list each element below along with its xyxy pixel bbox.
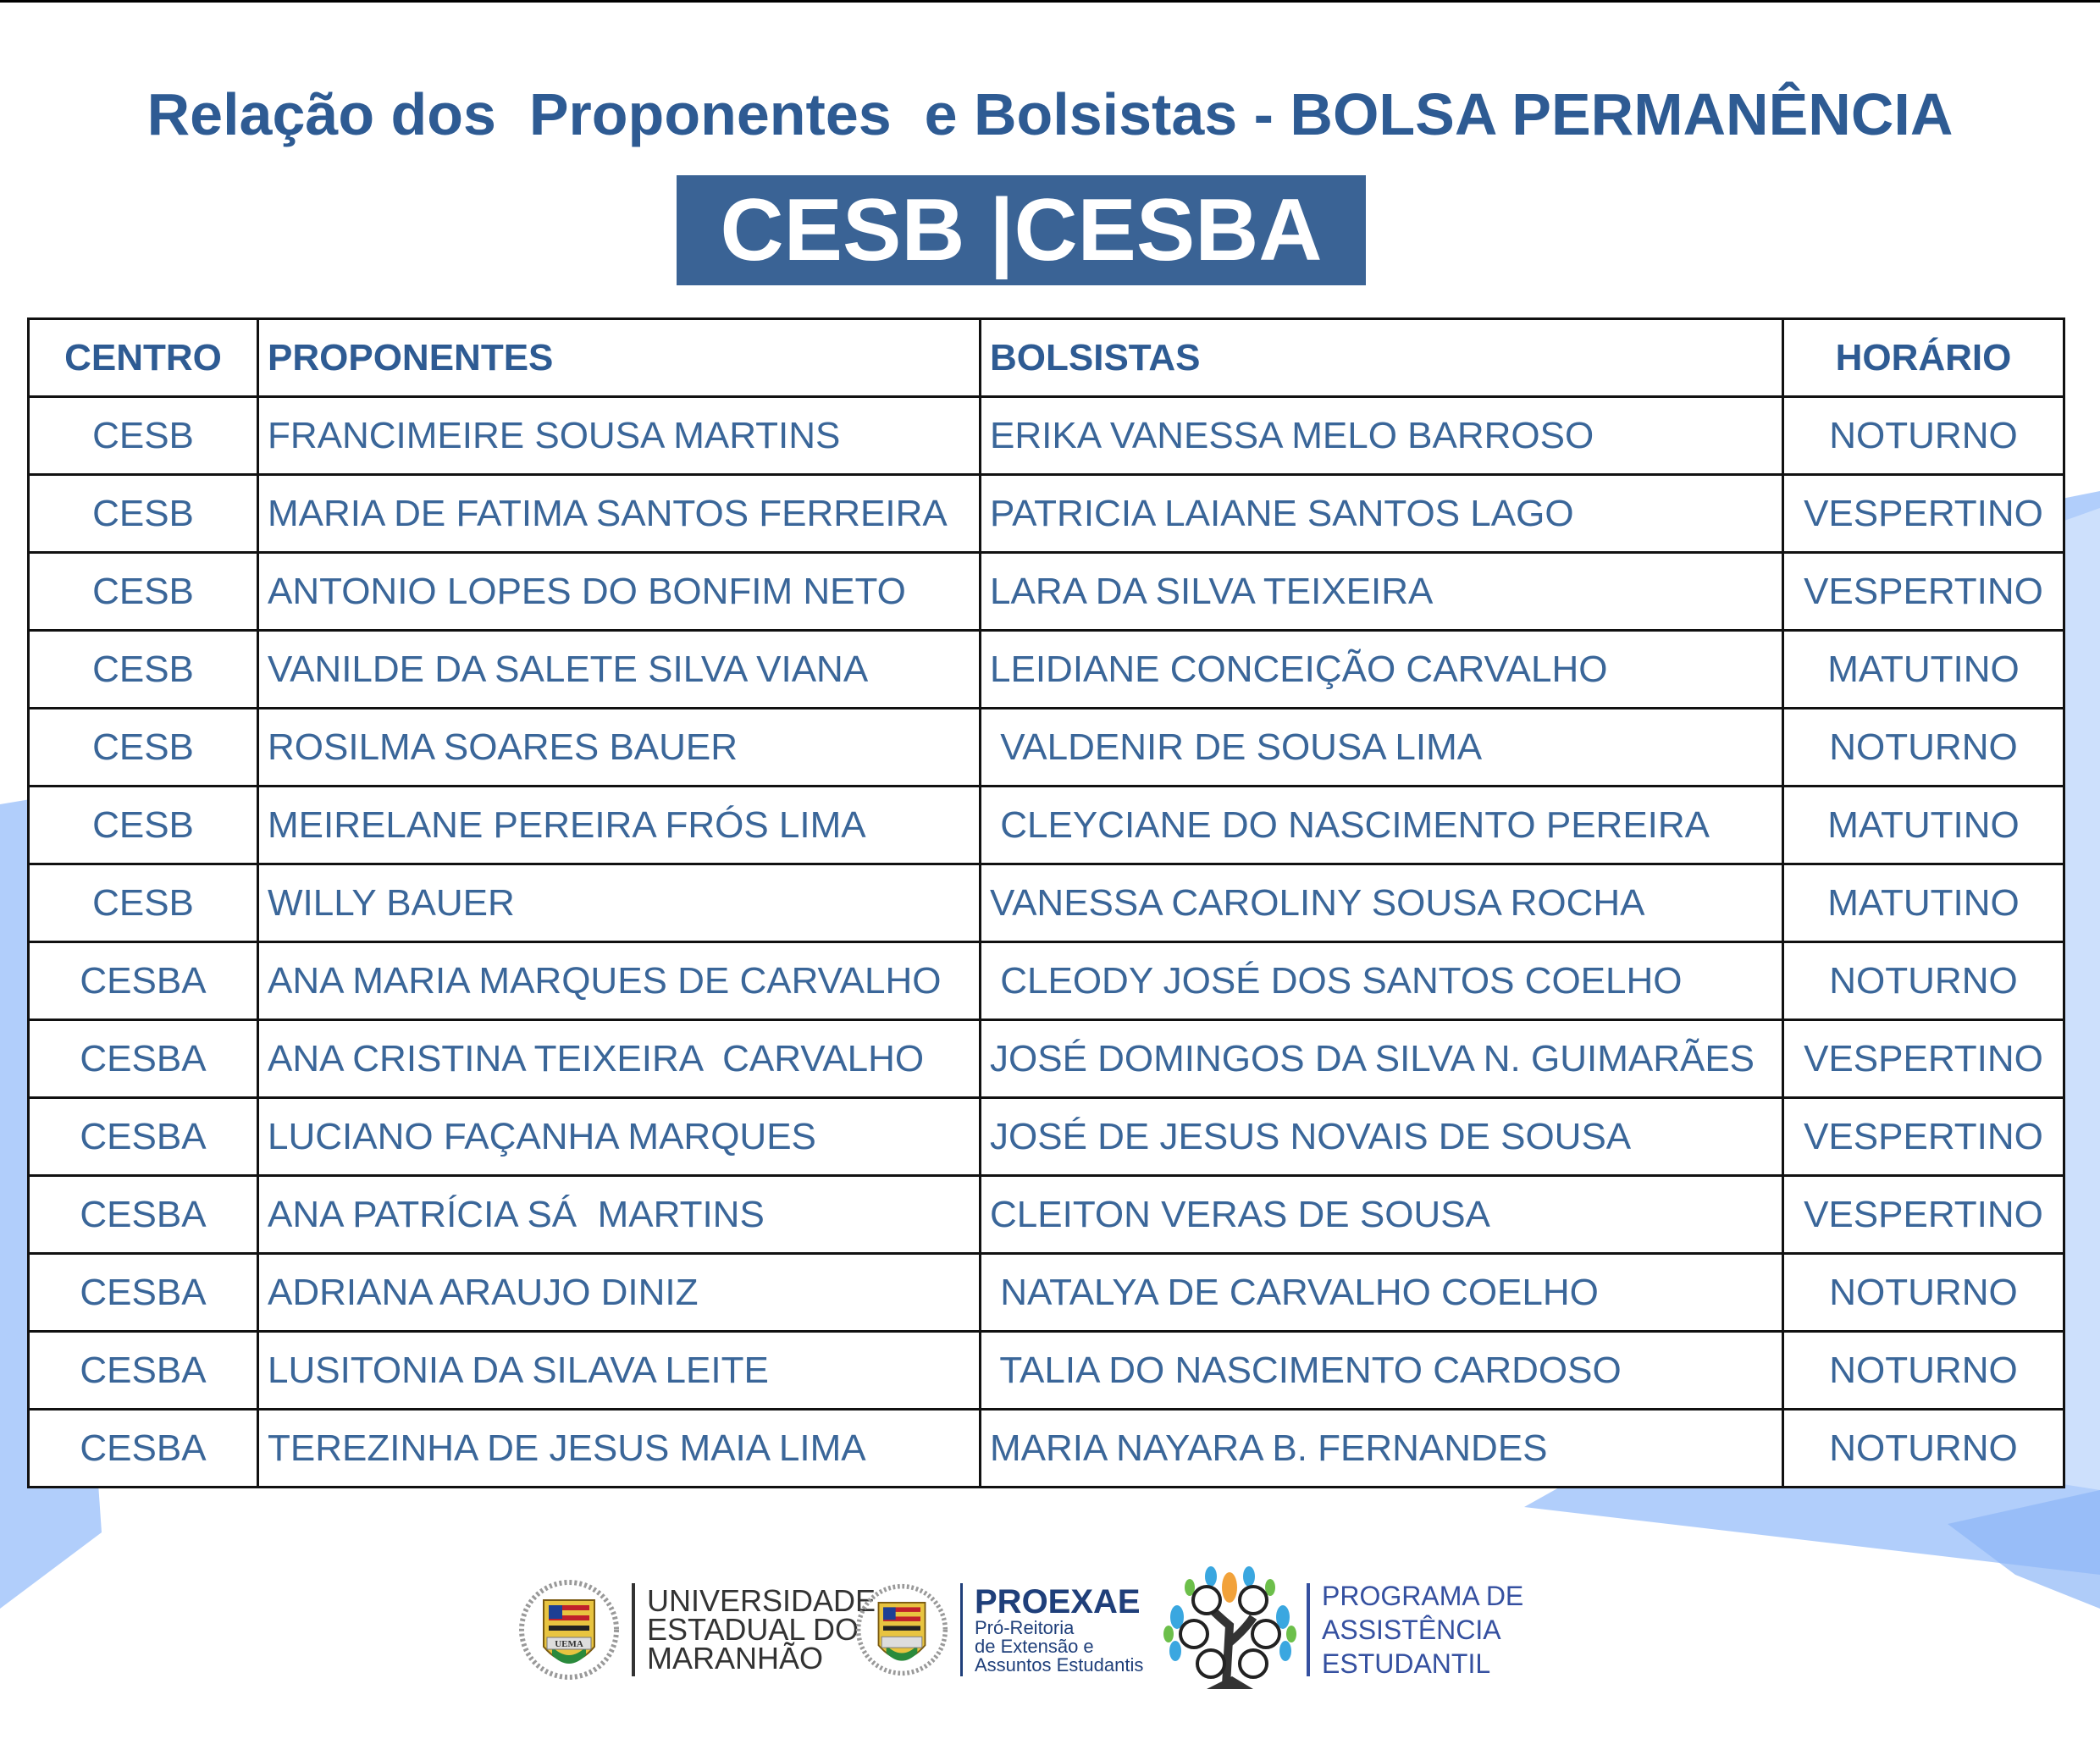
cell-proponente: ANA PATRÍCIA SÁ MARTINS (257, 1174, 981, 1255)
proexae-sub-2: de Extensão e (975, 1636, 1094, 1657)
cell-horario: NOTURNO (1782, 1330, 2065, 1410)
bg-shape-bottom-right (1948, 1490, 2100, 1609)
cell-horario: NOTURNO (1782, 1252, 2065, 1333)
bolsistas-table: CENTRO PROPONENTES BOLSISTAS HORÁRIO CES… (27, 317, 2065, 1488)
cell-centro: CESB (27, 551, 259, 632)
cell-proponente: ROSILMA SOARES BAUER (257, 707, 981, 787)
tree-icon (1163, 1566, 1296, 1689)
uema-line-2: ESTADUAL DO (647, 1612, 859, 1647)
programa-line-1: PROGRAMA DE (1322, 1581, 1524, 1611)
table-row: CESBA ADRIANA ARAUJO DINIZ NATALYA DE CAR… (27, 1252, 2065, 1333)
cell-proponente: ANA CRISTINA TEIXEIRA CARVALHO (257, 1019, 981, 1099)
cell-proponente: MEIRELANE PEREIRA FRÓS LIMA (257, 785, 981, 865)
cell-proponente: ADRIANA ARAUJO DINIZ (257, 1252, 981, 1333)
cell-bolsista: CLEITON VERAS DE SOUSA (979, 1174, 1784, 1255)
proexae-title: PROEXAE (975, 1583, 1141, 1620)
header-bolsistas: BOLSISTAS (979, 317, 1784, 398)
cell-proponente: ANA MARIA MARQUES DE CARVALHO (257, 941, 981, 1021)
cell-centro: CESB (27, 629, 259, 709)
footer-logos: UEMA UNIVERSIDADE ESTADUAL DO MARANHÃO P… (0, 1566, 2100, 1693)
cell-horario: MATUTINO (1782, 785, 2065, 865)
cell-bolsista: LEIDIANE CONCEIÇÃO CARVALHO (979, 629, 1784, 709)
cell-horario: VESPERTINO (1782, 551, 2065, 632)
page-title: Relação dos Proponentes e Bolsistas - BO… (146, 81, 1954, 147)
uema-seal-text: UEMA (555, 1639, 583, 1649)
cell-horario: NOTURNO (1782, 395, 2065, 476)
table-row: CESB MEIRELANE PEREIRA FRÓS LIMA CLEYCIAN… (27, 785, 2065, 865)
cell-centro: CESBA (27, 941, 259, 1021)
table-row: CESBA LUCIANO FAÇANHA MARQUES JOSÉ DE JESU… (27, 1096, 2065, 1177)
header-horario: HORÁRIO (1782, 317, 2065, 398)
cell-horario: VESPERTINO (1782, 1174, 2065, 1255)
cell-bolsista: TALIA DO NASCIMENTO CARDOSO (979, 1330, 1784, 1410)
cell-horario: NOTURNO (1782, 1408, 2065, 1488)
programa-logo: PROGRAMA DE ASSISTÊNCIA ESTUDANTIL (1160, 1566, 1523, 1693)
cell-centro: CESBA (27, 1330, 259, 1410)
cell-bolsista: CLEODY JOSÉ DOS SANTOS COELHO (979, 941, 1784, 1021)
table-header-row: CENTRO PROPONENTES BOLSISTAS HORÁRIO (27, 317, 2065, 398)
cell-proponente: LUSITONIA DA SILAVA LEITE (257, 1330, 981, 1410)
cell-bolsista: ERIKA VANESSA MELO BARROSO (979, 395, 1784, 476)
cell-bolsista: JOSÉ DOMINGOS DA SILVA N. GUIMARÃES (979, 1019, 1784, 1099)
cell-bolsista: LARA DA SILVA TEIXEIRA (979, 551, 1784, 632)
table-row: CESB MARIA DE FATIMA SANTOS FERREIRA PATRI… (27, 473, 2065, 554)
cell-bolsista: VANESSA CAROLINY SOUSA ROCHA (979, 863, 1784, 943)
proexae-logo: PROEXAE Pró-Reitoria de Extensão e Assun… (855, 1566, 1143, 1693)
cell-bolsista: MARIA NAYARA B. FERNANDES (979, 1408, 1784, 1488)
cell-bolsista: VALDENIR DE SOUSA LIMA (979, 707, 1784, 787)
cell-centro: CESB (27, 785, 259, 865)
programa-line-2: ASSISTÊNCIA (1322, 1615, 1501, 1645)
top-border (0, 0, 2100, 3)
table-row: CESB FRANCIMEIRE SOUSA MARTINS ERIKA VANES… (27, 395, 2065, 476)
cell-proponente: LUCIANO FAÇANHA MARQUES (257, 1096, 981, 1177)
table-row: CESBA ANA PATRÍCIA SÁ MARTINS CLEITON VERA… (27, 1174, 2065, 1255)
uema-seal-icon: UEMA (519, 1580, 619, 1680)
cell-proponente: VANILDE DA SALETE SILVA VIANA (257, 629, 981, 709)
programa-line-3: ESTUDANTIL (1322, 1648, 1491, 1679)
cell-horario: VESPERTINO (1782, 1096, 2065, 1177)
table-row: CESB ROSILMA SOARES BAUER VALDENIR DE SOU… (27, 707, 2065, 787)
cell-horario: VESPERTINO (1782, 1019, 2065, 1099)
cell-proponente: ANTONIO LOPES DO BONFIM NETO (257, 551, 981, 632)
uema-line-1: UNIVERSIDADE (647, 1583, 876, 1618)
table-row: CESBA ANA CRISTINA TEIXEIRA CARVALHO JOSÉ … (27, 1019, 2065, 1099)
cell-proponente: MARIA DE FATIMA SANTOS FERREIRA (257, 473, 981, 554)
cell-centro: CESB (27, 473, 259, 554)
cell-centro: CESBA (27, 1174, 259, 1255)
cell-centro: CESB (27, 707, 259, 787)
cell-proponente: FRANCIMEIRE SOUSA MARTINS (257, 395, 981, 476)
cell-proponente: TEREZINHA DE JESUS MAIA LIMA (257, 1408, 981, 1488)
cell-centro: CESBA (27, 1252, 259, 1333)
cell-centro: CESB (27, 395, 259, 476)
table-row: CESBA TEREZINHA DE JESUS MAIA LIMA MARIA N… (27, 1408, 2065, 1488)
table-row: CESBA ANA MARIA MARQUES DE CARVALHO CLEOD… (27, 941, 2065, 1021)
header-proponentes: PROPONENTES (257, 317, 981, 398)
cell-proponente: WILLY BAUER (257, 863, 981, 943)
cell-bolsista: CLEYCIANE DO NASCIMENTO PEREIRA (979, 785, 1784, 865)
centro-banner: CESB |CESBA (677, 175, 1366, 285)
cell-centro: CESBA (27, 1019, 259, 1099)
table-row: CESB WILLY BAUER VANESSA CAROLINY SOUSA RO… (27, 863, 2065, 943)
table-row: CESB VANILDE DA SALETE SILVA VIANA LEIDIAN… (27, 629, 2065, 709)
cell-centro: CESBA (27, 1096, 259, 1177)
cell-horario: MATUTINO (1782, 863, 2065, 943)
proexae-sub-3: Assuntos Estudantis (975, 1654, 1144, 1675)
cell-horario: VESPERTINO (1782, 473, 2065, 554)
cell-bolsista: JOSÉ DE JESUS NOVAIS DE SOUSA (979, 1096, 1784, 1177)
uema-logo: UEMA UNIVERSIDADE ESTADUAL DO MARANHÃO (518, 1566, 876, 1693)
proexae-sub-1: Pró-Reitoria (975, 1617, 1075, 1638)
cell-horario: NOTURNO (1782, 941, 2065, 1021)
cell-horario: NOTURNO (1782, 707, 2065, 787)
proexae-seal-icon (855, 1583, 948, 1676)
table-row: CESBA LUSITONIA DA SILAVA LEITE TALIA DO … (27, 1330, 2065, 1410)
cell-centro: CESB (27, 863, 259, 943)
cell-horario: MATUTINO (1782, 629, 2065, 709)
cell-bolsista: NATALYA DE CARVALHO COELHO (979, 1252, 1784, 1333)
cell-bolsista: PATRICIA LAIANE SANTOS LAGO (979, 473, 1784, 554)
cell-centro: CESBA (27, 1408, 259, 1488)
header-centro: CENTRO (27, 317, 259, 398)
table-row: CESB ANTONIO LOPES DO BONFIM NETO LARA DA … (27, 551, 2065, 632)
uema-line-3: MARANHÃO (647, 1641, 824, 1675)
